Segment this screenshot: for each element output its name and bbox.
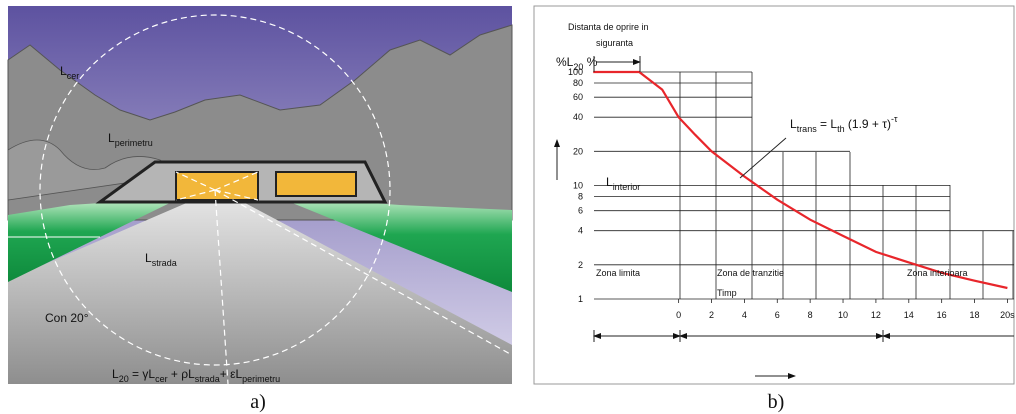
x-tick-label: 14 (904, 310, 914, 320)
x-tick-label: 8 (808, 310, 813, 320)
x-tick-label: 20s (1000, 310, 1015, 320)
y-tick-label: 4 (578, 226, 583, 236)
stop-distance-label: siguranta (596, 38, 633, 48)
subscript: 20 (573, 62, 583, 72)
caption: b) (768, 391, 785, 413)
text-part: = γL (129, 367, 156, 381)
x-tick-label: 0 (676, 310, 681, 320)
zone-label: Zona interioara (907, 268, 968, 278)
y-tick-label: 20 (573, 146, 583, 156)
subscript: trans (797, 124, 818, 134)
subscript: cer (67, 71, 80, 81)
x-tick-label: 12 (871, 310, 881, 320)
cone-label: Con 20° (45, 311, 89, 325)
x-tick-label: 6 (775, 310, 780, 320)
text-part: = L (817, 117, 838, 131)
x-tick-label: 2 (709, 310, 714, 320)
x-tick-label: 16 (937, 310, 947, 320)
y-tick-label: 80 (573, 78, 583, 88)
y-tick-label: 60 (573, 92, 583, 102)
zone-label: Zona limita (596, 268, 640, 278)
subscript: -τ (891, 114, 898, 124)
text-part: % (583, 55, 597, 69)
text-part: (1.9 + τ) (845, 117, 891, 131)
illustration: Lcer Lperimetru Lstrada Con 20° L20 = γL… (8, 6, 512, 384)
subscript: perimetru (115, 138, 153, 148)
y-tick-label: 40 (573, 112, 583, 122)
text-part: + εL (220, 367, 243, 381)
figure: Lcer Lperimetru Lstrada Con 20° L20 = γL… (0, 0, 1016, 414)
subscript: cer (155, 374, 168, 384)
subscript: interior (613, 182, 641, 192)
text-part: %L (556, 55, 574, 69)
x-tick-label: 18 (970, 310, 980, 320)
subscript: perimetru (242, 374, 280, 384)
y-tick-label: 2 (578, 260, 583, 270)
stop-distance-label: Distanta de oprire in (568, 22, 649, 32)
x-tick-label: 10 (838, 310, 848, 320)
y-tick-label: 1 (578, 294, 583, 304)
subscript: th (837, 124, 845, 134)
tunnel-opening (176, 172, 258, 200)
zone-label: Zona de tranzitie (717, 268, 784, 278)
subscript: strada (195, 374, 220, 384)
tunnel-opening (276, 172, 356, 196)
text-part: + ρL (168, 367, 196, 381)
subscript: 20 (119, 374, 129, 384)
y-tick-label: 6 (578, 206, 583, 216)
time-label: Timp (717, 288, 737, 298)
caption: a) (250, 391, 266, 413)
chart-frame (534, 6, 1014, 384)
y-tick-label: 10 (573, 181, 583, 191)
y-tick-label: 8 (578, 191, 583, 201)
subscript: strada (152, 258, 177, 268)
x-tick-label: 4 (742, 310, 747, 320)
